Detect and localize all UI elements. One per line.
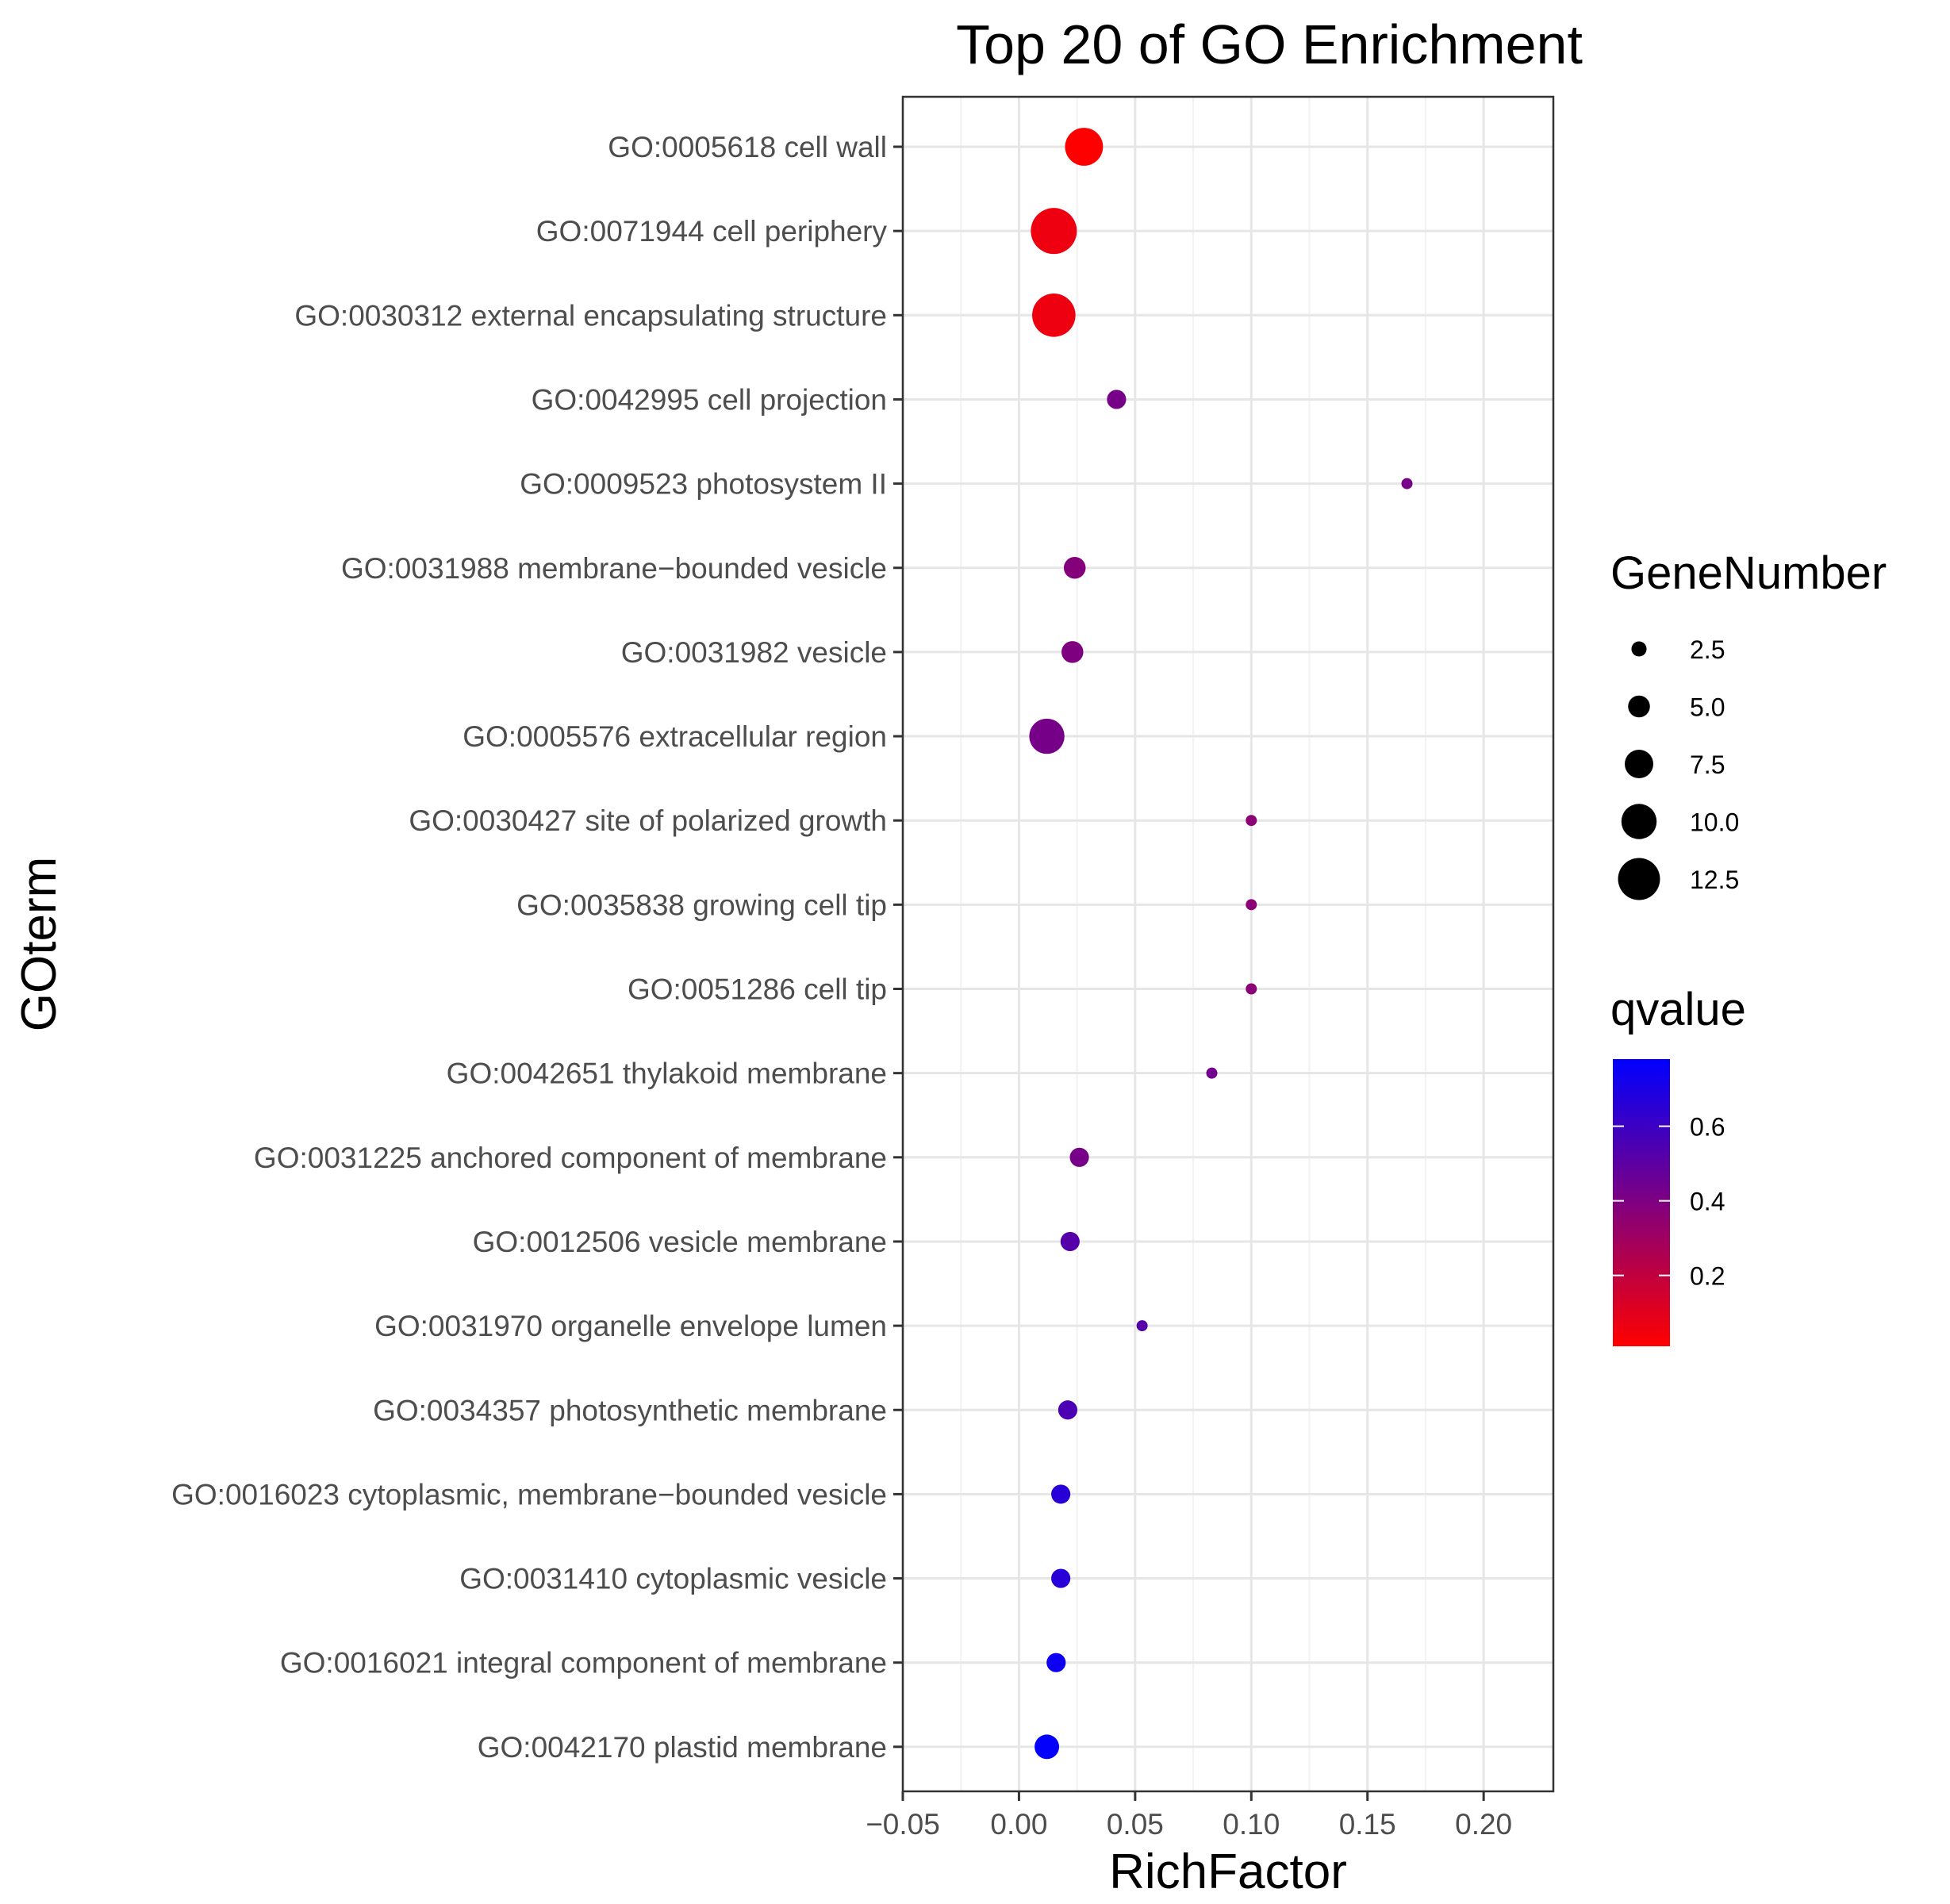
x-tick-label: −0.05: [866, 1808, 940, 1841]
data-point: [1246, 899, 1257, 911]
y-tick-label: GO:0035838 growing cell tip: [516, 889, 887, 921]
size-legend-key: [1631, 641, 1647, 657]
color-legend: qvalue 0.2 0.4 0.6: [1610, 984, 1746, 1346]
colorbar-tick-label: 0.2: [1690, 1262, 1725, 1291]
x-tick-label: 0.15: [1339, 1808, 1396, 1841]
x-tick-label: 0.00: [990, 1808, 1047, 1841]
size-legend-title: GeneNumber: [1610, 547, 1887, 599]
y-tick-label: GO:0051286 cell tip: [628, 973, 887, 1006]
chart-title: Top 20 of GO Enrichment: [956, 13, 1583, 75]
y-tick-label: GO:0031410 cytoplasmic vesicle: [459, 1563, 887, 1595]
size-legend: GeneNumber 2.5 5.0 7.5 10.0 12.5: [1610, 547, 1887, 900]
y-tick-label: GO:0031225 anchored component of membran…: [254, 1142, 887, 1174]
x-tick-label: 0.05: [1107, 1808, 1164, 1841]
y-tick-label: GO:0016021 integral component of membran…: [280, 1647, 887, 1679]
size-legend-label: 2.5: [1690, 635, 1725, 664]
data-point: [1046, 1653, 1066, 1672]
y-tick-label: GO:0016023 cytoplasmic, membrane−bounded…: [171, 1478, 887, 1511]
data-point: [1031, 208, 1077, 255]
x-tick-label: 0.10: [1223, 1808, 1280, 1841]
data-point: [1051, 1484, 1071, 1504]
size-legend-label: 10.0: [1690, 808, 1739, 837]
data-point: [1061, 641, 1084, 663]
qvalue-colorbar: [1613, 1059, 1670, 1346]
data-point: [1401, 478, 1413, 489]
y-axis: GO:0005618 cell wall GO:0071944 cell peri…: [171, 131, 903, 1764]
y-tick-label: GO:0009523 photosystem II: [520, 468, 887, 501]
y-tick-label: GO:0030312 external encapsulating struct…: [294, 299, 887, 332]
data-point: [1136, 1320, 1148, 1332]
y-tick-label: GO:0031988 membrane−bounded vesicle: [341, 552, 887, 585]
y-tick-label: GO:0042170 plastid membrane: [478, 1731, 887, 1764]
data-points: [1029, 128, 1413, 1760]
data-point: [1107, 390, 1127, 409]
x-tick-label: 0.20: [1455, 1808, 1512, 1841]
x-axis: −0.05 0.00 0.05 0.10 0.15 0.20: [866, 1791, 1512, 1841]
size-legend-label: 5.0: [1690, 693, 1725, 722]
plot-panel-border: [901, 95, 1555, 1793]
y-tick-label: GO:0030427 site of polarized growth: [409, 804, 887, 837]
y-tick-label: GO:0034357 photosynthetic membrane: [373, 1394, 887, 1426]
colorbar-tick-label: 0.4: [1690, 1188, 1725, 1216]
size-legend-key: [1628, 695, 1650, 718]
size-legend-key: [1625, 750, 1653, 778]
data-point: [1058, 1400, 1078, 1420]
data-point: [1034, 1734, 1060, 1760]
y-tick-label: GO:0031982 vesicle: [621, 636, 887, 669]
data-point: [1060, 1231, 1080, 1252]
y-tick-label: GO:0042651 thylakoid membrane: [447, 1058, 887, 1090]
data-point: [1032, 293, 1076, 337]
data-point: [1069, 1147, 1089, 1167]
colorbar-tick-label: 0.6: [1690, 1113, 1725, 1142]
y-tick-label: GO:0042995 cell projection: [532, 383, 887, 416]
size-legend-label: 12.5: [1690, 866, 1739, 894]
color-legend-title: qvalue: [1610, 984, 1746, 1035]
y-tick-label: GO:0005576 extracellular region: [463, 720, 887, 753]
size-legend-label: 7.5: [1690, 750, 1725, 779]
data-point: [1063, 556, 1086, 579]
y-tick-label: GO:0031970 organelle envelope lumen: [374, 1310, 887, 1342]
y-axis-label: GOterm: [12, 857, 67, 1031]
data-point: [1065, 128, 1104, 166]
data-point: [1029, 718, 1065, 754]
data-point: [1206, 1067, 1218, 1079]
data-point: [1246, 815, 1257, 827]
data-point: [1246, 983, 1257, 995]
y-tick-label: GO:0012506 vesicle membrane: [473, 1226, 887, 1258]
y-tick-label: GO:0071944 cell periphery: [536, 215, 888, 248]
size-legend-key: [1618, 858, 1660, 900]
x-axis-label: RichFactor: [1109, 1844, 1347, 1899]
y-tick-label: GO:0005618 cell wall: [608, 131, 887, 163]
data-point: [1051, 1568, 1071, 1588]
size-legend-key: [1621, 804, 1657, 839]
